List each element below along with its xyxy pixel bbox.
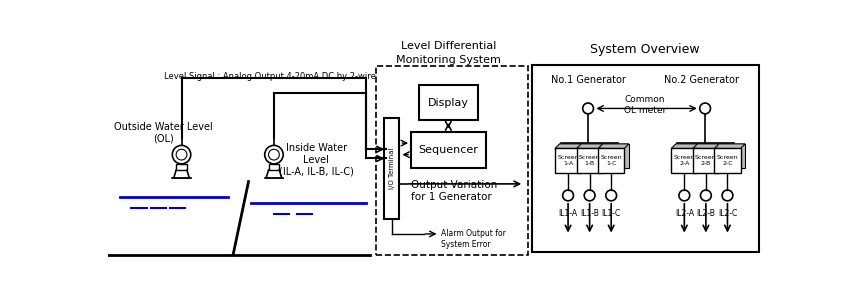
Bar [672,148,697,173]
Bar [719,144,745,168]
Bar [697,144,723,168]
Text: Display: Display [428,98,469,108]
Text: IL2-C: IL2-C [718,208,737,218]
Text: Common
OL meter: Common OL meter [624,95,666,115]
Text: Screen
1-C: Screen 1-C [600,156,622,166]
Text: Screen
2-A: Screen 2-A [673,156,695,166]
Bar [603,144,629,168]
Polygon shape [555,144,586,148]
Text: Inside Water
Level
(IL-A, IL-B, IL-C): Inside Water Level (IL-A, IL-B, IL-C) [279,143,354,176]
Bar [532,65,759,253]
Text: No.2 Generator: No.2 Generator [664,75,739,85]
Bar [559,144,586,168]
Polygon shape [672,144,702,148]
Bar [693,148,719,173]
Text: IL1-C: IL1-C [602,208,620,218]
Bar [576,148,603,173]
Text: IL1-A: IL1-A [558,208,578,218]
Text: Sequencer: Sequencer [418,145,479,155]
Text: Level Differential
Monitoring System: Level Differential Monitoring System [396,41,502,65]
Text: Screen
1-A: Screen 1-A [558,156,579,166]
Bar [384,118,399,218]
Bar [555,148,581,173]
Bar [714,148,740,173]
Text: IL2-B: IL2-B [696,208,716,218]
Polygon shape [693,144,723,148]
Text: Screen
1-B: Screen 1-B [579,156,600,166]
Text: Alarm Output for
System Error: Alarm Output for System Error [441,229,506,249]
Polygon shape [576,144,608,148]
Bar [581,144,608,168]
Bar [676,144,702,168]
Bar [598,148,624,173]
Text: I/O Terminal: I/O Terminal [388,148,394,189]
Text: IL2-A: IL2-A [675,208,694,218]
Bar [411,131,485,168]
Text: Output Variation
for 1 Generator: Output Variation for 1 Generator [411,180,497,203]
Bar [176,164,187,170]
Text: Level Signal : Analog Output 4-20mA DC by 2-wire: Level Signal : Analog Output 4-20mA DC b… [164,72,376,81]
Text: IL1-B: IL1-B [581,208,599,218]
Bar [269,164,280,170]
Bar [419,85,478,120]
Text: Screen
2-C: Screen 2-C [717,156,739,166]
Polygon shape [714,144,745,148]
Polygon shape [598,144,629,148]
Text: No.1 Generator: No.1 Generator [551,75,626,85]
Text: System Overview: System Overview [590,43,700,56]
Bar [377,66,528,255]
Text: Outside Water Level
(OL): Outside Water Level (OL) [115,121,213,143]
Text: Screen
2-B: Screen 2-B [695,156,717,166]
